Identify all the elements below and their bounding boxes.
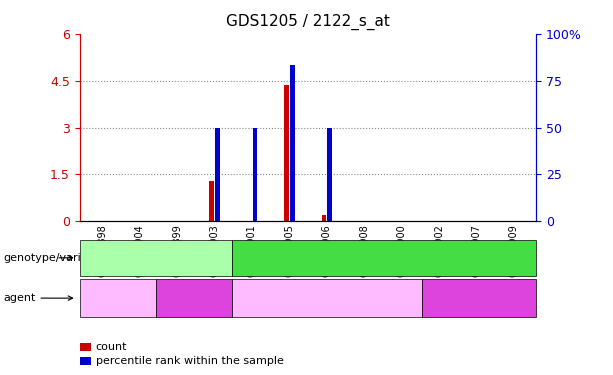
Bar — [209, 181, 214, 221]
Text: agent: agent — [3, 293, 72, 303]
Text: MMS: MMS — [465, 292, 494, 304]
Text: genotype/variation: genotype/variation — [3, 253, 109, 263]
Text: count: count — [96, 342, 127, 352]
Text: control: control — [96, 292, 139, 304]
Title: GDS1205 / 2122_s_at: GDS1205 / 2122_s_at — [226, 13, 390, 30]
Text: ssl1 mutant: ssl1 mutant — [348, 251, 421, 264]
Bar — [321, 215, 326, 221]
Bar — [215, 128, 219, 221]
Text: control: control — [305, 292, 349, 304]
Bar — [290, 65, 295, 221]
Bar — [80, 357, 91, 365]
Text: percentile rank within the sample: percentile rank within the sample — [96, 356, 283, 366]
Bar — [80, 343, 91, 351]
Text: wild type: wild type — [128, 251, 185, 264]
Bar — [327, 128, 332, 221]
Bar — [253, 128, 257, 221]
Bar — [284, 86, 289, 221]
Text: MMS: MMS — [179, 292, 208, 304]
